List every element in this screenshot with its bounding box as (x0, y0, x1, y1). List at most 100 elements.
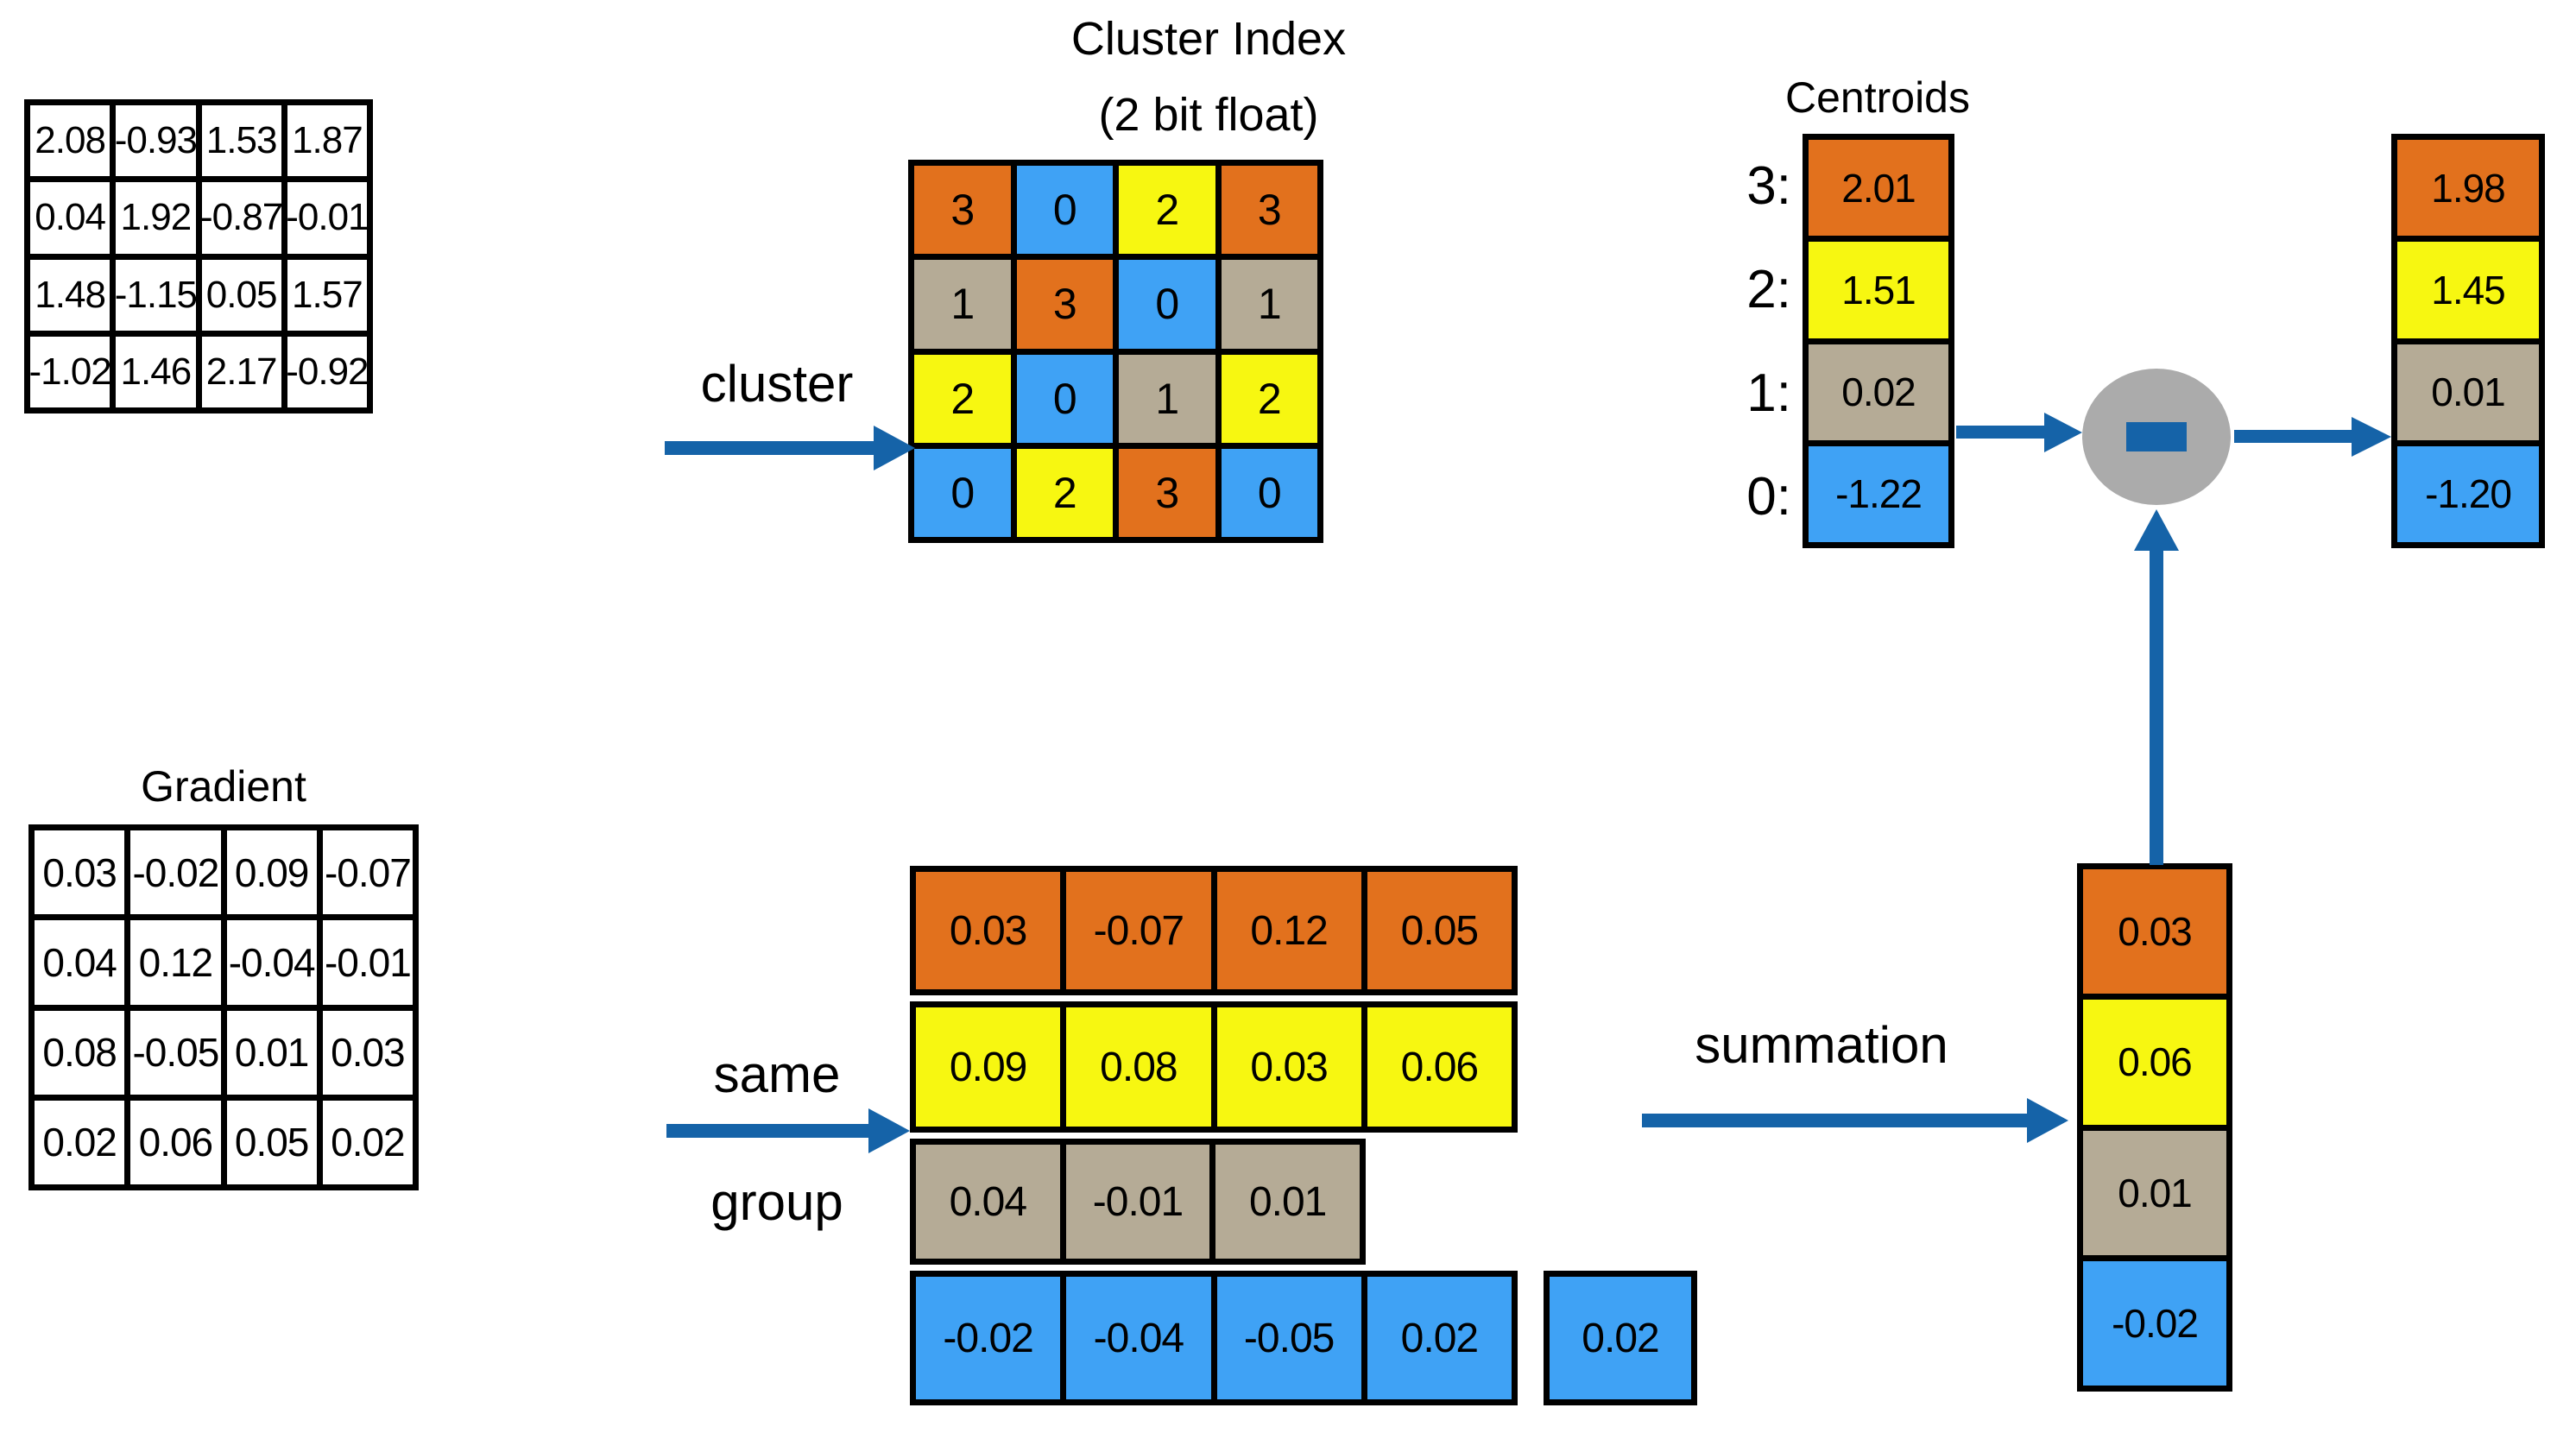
cluster-index-cell: 3 (1221, 166, 1317, 255)
weights-cell: -0.87 (201, 182, 281, 254)
gradient-cell: 0.09 (226, 830, 317, 915)
cluster-index-cell: 0 (1221, 448, 1317, 537)
gradient-title: Gradient (141, 762, 306, 811)
gradient-cell: 0.01 (226, 1010, 317, 1095)
gradient-cell: -0.07 (322, 830, 413, 915)
group-flow-label: group (710, 1173, 843, 1231)
summation-cell: -0.02 (2083, 1260, 2226, 1386)
group-cell: -0.07 (1066, 872, 1211, 989)
group-cell: 0.03 (1216, 1007, 1361, 1127)
same-flow-label: same (713, 1045, 841, 1103)
gradient-cell: 0.03 (35, 830, 125, 915)
weights-cell: -0.93 (116, 105, 196, 177)
cluster-index-cell: 0 (1016, 354, 1113, 443)
group-cell: -0.01 (1065, 1145, 1210, 1259)
weights-cell: 2.17 (201, 336, 281, 407)
cluster-index-title: Cluster Index (1070, 13, 1347, 65)
summation-cell: 0.01 (2083, 1130, 2226, 1255)
cluster-index-cell: 2 (1016, 448, 1113, 537)
group-cell: 0.02 (1550, 1277, 1691, 1399)
centroid-index-0: 0: (1746, 467, 1791, 527)
summation-cell: 0.03 (2083, 869, 2226, 994)
weights-cell: 0.05 (201, 259, 281, 331)
result-column: 1.98 1.45 0.01 -1.20 (2391, 134, 2545, 548)
weights-cell: -1.02 (30, 336, 110, 407)
centroids-title: Centroids (1785, 73, 1970, 122)
weights-cell: 1.92 (116, 182, 196, 254)
gradient-cell: 0.05 (226, 1100, 317, 1184)
summation-to-minus-arrow-icon (2134, 509, 2179, 865)
cluster-index-cell: 1 (1119, 354, 1215, 443)
cluster-index-cell: 2 (914, 354, 1011, 443)
gradient-matrix: 0.03 -0.02 0.09 -0.07 0.04 0.12 -0.04 -0.01 0.08… (28, 824, 419, 1190)
centroid-index-1: 1: (1746, 363, 1791, 423)
weights-cell: 1.46 (116, 336, 196, 407)
group-row-blue: -0.02 -0.04 -0.05 0.02 (910, 1271, 1518, 1405)
cluster-index-cell: 0 (1119, 260, 1215, 349)
weights-cell: 1.57 (287, 259, 367, 331)
cluster-index-cell: 3 (1119, 448, 1215, 537)
weights-matrix: 2.08 -0.93 1.53 1.87 0.04 1.92 -0.87 -0.01 1.48-… (24, 99, 373, 413)
cluster-index-cell: 1 (1221, 260, 1317, 349)
cluster-index-subtitle: (2 bit float) (1098, 89, 1319, 141)
group-cell: 0.03 (916, 872, 1061, 989)
group-row-tan: 0.04 -0.01 0.01 (910, 1139, 1366, 1265)
group-cell: -0.05 (1216, 1277, 1361, 1399)
cluster-index-cell: 1 (914, 260, 1011, 349)
group-cell: 0.05 (1367, 872, 1512, 989)
centroids-to-minus-arrow-icon (1956, 413, 2082, 452)
group-cell: 0.02 (1367, 1277, 1512, 1399)
gradient-cell: -0.01 (322, 920, 413, 1005)
summation-column: 0.03 0.06 0.01 -0.02 (2077, 863, 2232, 1392)
group-cell: 0.04 (916, 1145, 1060, 1259)
group-row-yellow: 0.09 0.08 0.03 0.06 (910, 1001, 1518, 1133)
gradient-cell: 0.03 (322, 1010, 413, 1095)
result-cell: -1.20 (2397, 445, 2539, 542)
weights-cell: 1.53 (201, 105, 281, 177)
result-cell: 0.01 (2397, 344, 2539, 440)
weights-cell: -1.15 (116, 259, 196, 331)
minus-node (2082, 369, 2231, 505)
gradient-cell: 0.06 (130, 1100, 221, 1184)
summation-cell: 0.06 (2083, 1000, 2226, 1125)
centroid-cell: 2.01 (1809, 140, 1948, 237)
gradient-cell: 0.04 (35, 920, 125, 1005)
cluster-arrow-icon (665, 426, 915, 470)
result-cell: 1.98 (2397, 140, 2539, 237)
same-group-arrow-icon (666, 1108, 910, 1153)
centroid-cell: 1.51 (1809, 242, 1948, 338)
weights-cell: -0.92 (287, 336, 367, 407)
cluster-flow-label: cluster (700, 355, 854, 413)
minus-to-result-arrow-icon (2234, 417, 2391, 457)
weights-cell: 1.48 (30, 259, 110, 331)
cluster-index-cell: 3 (1016, 260, 1113, 349)
cluster-index-cell: 3 (914, 166, 1011, 255)
centroid-index-3: 3: (1746, 156, 1791, 216)
group-cell: -0.02 (916, 1277, 1061, 1399)
group-row-orange: 0.03 -0.07 0.12 0.05 (910, 866, 1518, 995)
weights-cell: 0.04 (30, 182, 110, 254)
gradient-cell: 0.12 (130, 920, 221, 1005)
weights-cell: -0.01 (287, 182, 367, 254)
cluster-index-cell: 0 (914, 448, 1011, 537)
centroid-cell: -1.22 (1809, 445, 1948, 542)
gradient-cell: 0.02 (35, 1100, 125, 1184)
gradient-cell: -0.04 (226, 920, 317, 1005)
summation-arrow-icon (1642, 1098, 2068, 1143)
group-row-blue-detached-cell: 0.02 (1544, 1271, 1697, 1405)
cluster-index-cell: 2 (1221, 354, 1317, 443)
result-cell: 1.45 (2397, 242, 2539, 338)
centroid-index-2: 2: (1746, 260, 1791, 319)
gradient-cell: 0.08 (35, 1010, 125, 1095)
group-cell: 0.12 (1216, 872, 1361, 989)
weights-cell: 2.08 (30, 105, 110, 177)
gradient-cell: -0.05 (130, 1010, 221, 1095)
minus-icon (2126, 422, 2187, 451)
group-cell: 0.08 (1066, 1007, 1211, 1127)
cluster-index-cell: 2 (1119, 166, 1215, 255)
group-cell: 0.09 (916, 1007, 1061, 1127)
centroids-column: 2.01 1.51 0.02 -1.22 (1803, 134, 1954, 548)
centroid-cell: 0.02 (1809, 344, 1948, 440)
